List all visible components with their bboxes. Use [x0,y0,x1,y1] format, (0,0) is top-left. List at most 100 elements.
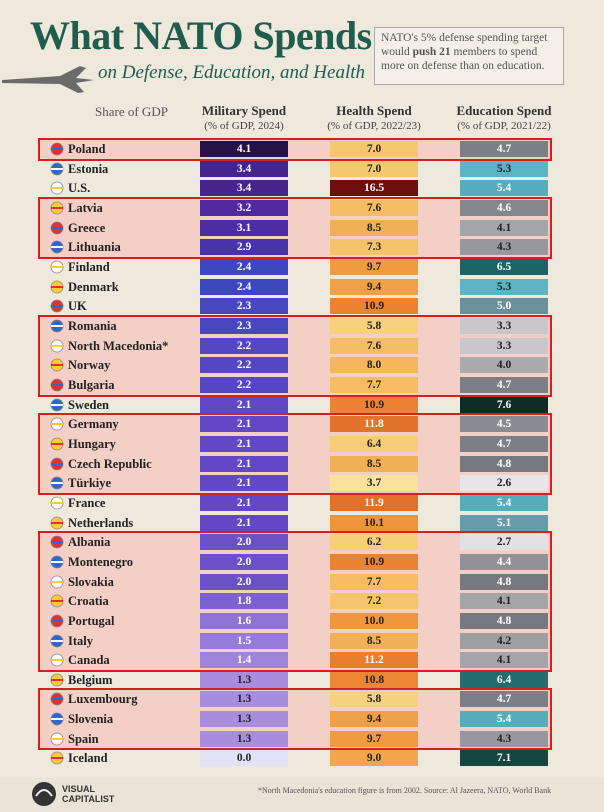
highlight-box [38,531,552,672]
value-cell: 4.2 [460,632,548,649]
value-cell: 4.8 [460,612,548,629]
value-cell: 8.5 [330,219,418,236]
value-cell: 4.5 [460,416,548,433]
jet-icon [2,66,94,93]
country-name: Portugal [68,613,115,628]
title: What NATO Spends [30,13,372,58]
brand: VISUAL CAPITALIST [62,784,115,804]
value-cell: 11.9 [330,494,418,511]
value-cell: 7.0 [330,141,418,157]
flag-icon [50,594,64,608]
country-name: Hungary [68,436,116,451]
value-cell: 3.4 [200,180,288,197]
flag-icon [50,181,64,195]
value-cell: 5.4 [460,711,548,728]
flag-icon [50,712,64,726]
value-cell: 10.9 [330,553,418,570]
value-cell: 1.3 [200,730,288,747]
value-cell: 4.3 [460,730,548,747]
flag-icon [50,634,64,647]
value-cell: 3.2 [200,199,288,216]
value-cell: 2.2 [200,357,288,374]
country-name: Netherlands [68,515,134,530]
value-cell: 1.6 [200,612,288,629]
value-cell: 4.1 [460,652,548,669]
value-cell: 16.5 [330,180,418,197]
value-cell: 3.3 [460,317,548,334]
flag-icon [50,752,64,765]
value-cell: 2.1 [200,396,288,413]
value-cell: 2.1 [200,435,288,452]
flag-icon [50,575,64,588]
value-cell: 2.3 [200,298,288,315]
value-cell: 3.7 [330,475,418,492]
highlight-box [38,196,552,259]
value-cell: 2.0 [200,534,288,551]
highlight-box [38,413,552,495]
highlight-band [40,139,550,160]
country-name: Italy [68,633,93,648]
value-cell: 2.2 [200,337,288,354]
country-name: Romania [68,318,117,333]
value-cell: 4.1 [460,219,548,236]
flag-icon [50,299,64,313]
country-name: Sweden [68,397,109,412]
value-cell: 10.9 [330,396,418,413]
value-cell: 2.1 [200,475,288,492]
value-cell: 4.8 [460,573,548,590]
flag-icon [50,693,64,706]
flag-icon [50,240,64,254]
value-cell: 6.4 [460,671,548,688]
flag-icon [50,358,64,372]
value-cell: 5.4 [460,494,548,511]
value-cell: 2.6 [460,475,548,492]
value-cell: 6.2 [330,534,418,551]
value-cell: 1.3 [200,711,288,728]
country-name: Slovakia [68,574,114,589]
flag-icon [50,417,64,431]
value-cell: 2.7 [460,534,548,551]
flag-icon [50,457,64,470]
value-cell: 7.6 [330,337,418,354]
note-text: NATO's 5% defense spending target would [381,32,548,58]
column-title: Military Spend [201,103,287,118]
value-cell: 7.7 [330,376,418,393]
note-text: members to spend more on defense than on… [381,46,545,72]
value-cell: 4.1 [460,593,548,610]
value-cell: 8.5 [330,455,418,472]
value-cell: 2.4 [200,278,288,295]
value-cell: 9.4 [330,711,418,728]
country-name: Poland [68,142,106,156]
column-title: Education Spend [456,103,552,118]
value-cell: 2.1 [200,455,288,472]
value-cell: 3.4 [200,160,288,177]
value-cell: 6.5 [460,258,548,275]
country-name: Estonia [68,161,109,176]
column-subtitle: (% of GDP, 2024) [204,120,284,132]
value-cell: 2.1 [200,514,288,531]
value-cell: 9.4 [330,278,418,295]
value-cell: 10.1 [330,514,418,531]
value-cell: 7.7 [330,573,418,590]
value-cell: 8.0 [330,357,418,374]
column-subtitle: (% of GDP, 2022/23) [327,120,421,132]
value-cell: 3.1 [200,219,288,236]
country-name: Norway [68,358,111,373]
value-cell: 5.1 [460,514,548,531]
flag-icon [50,535,64,549]
column-title: Health Spend [336,103,412,118]
value-cell: 5.8 [330,317,418,334]
value-cell: 4.8 [460,455,548,472]
value-cell: 2.2 [200,376,288,393]
country-name: Spain [68,731,99,746]
value-cell: 5.3 [460,278,548,295]
value-cell: 4.6 [460,199,548,216]
logo [32,782,56,806]
country-name: Finland [68,259,110,274]
note-bold: push 21 [412,46,451,58]
country-name: Greece [68,220,106,235]
value-cell: 5.8 [330,691,418,708]
value-cell: 2.1 [200,494,288,511]
value-cell: 2.9 [200,239,288,256]
value-cell: 10.8 [330,671,418,688]
